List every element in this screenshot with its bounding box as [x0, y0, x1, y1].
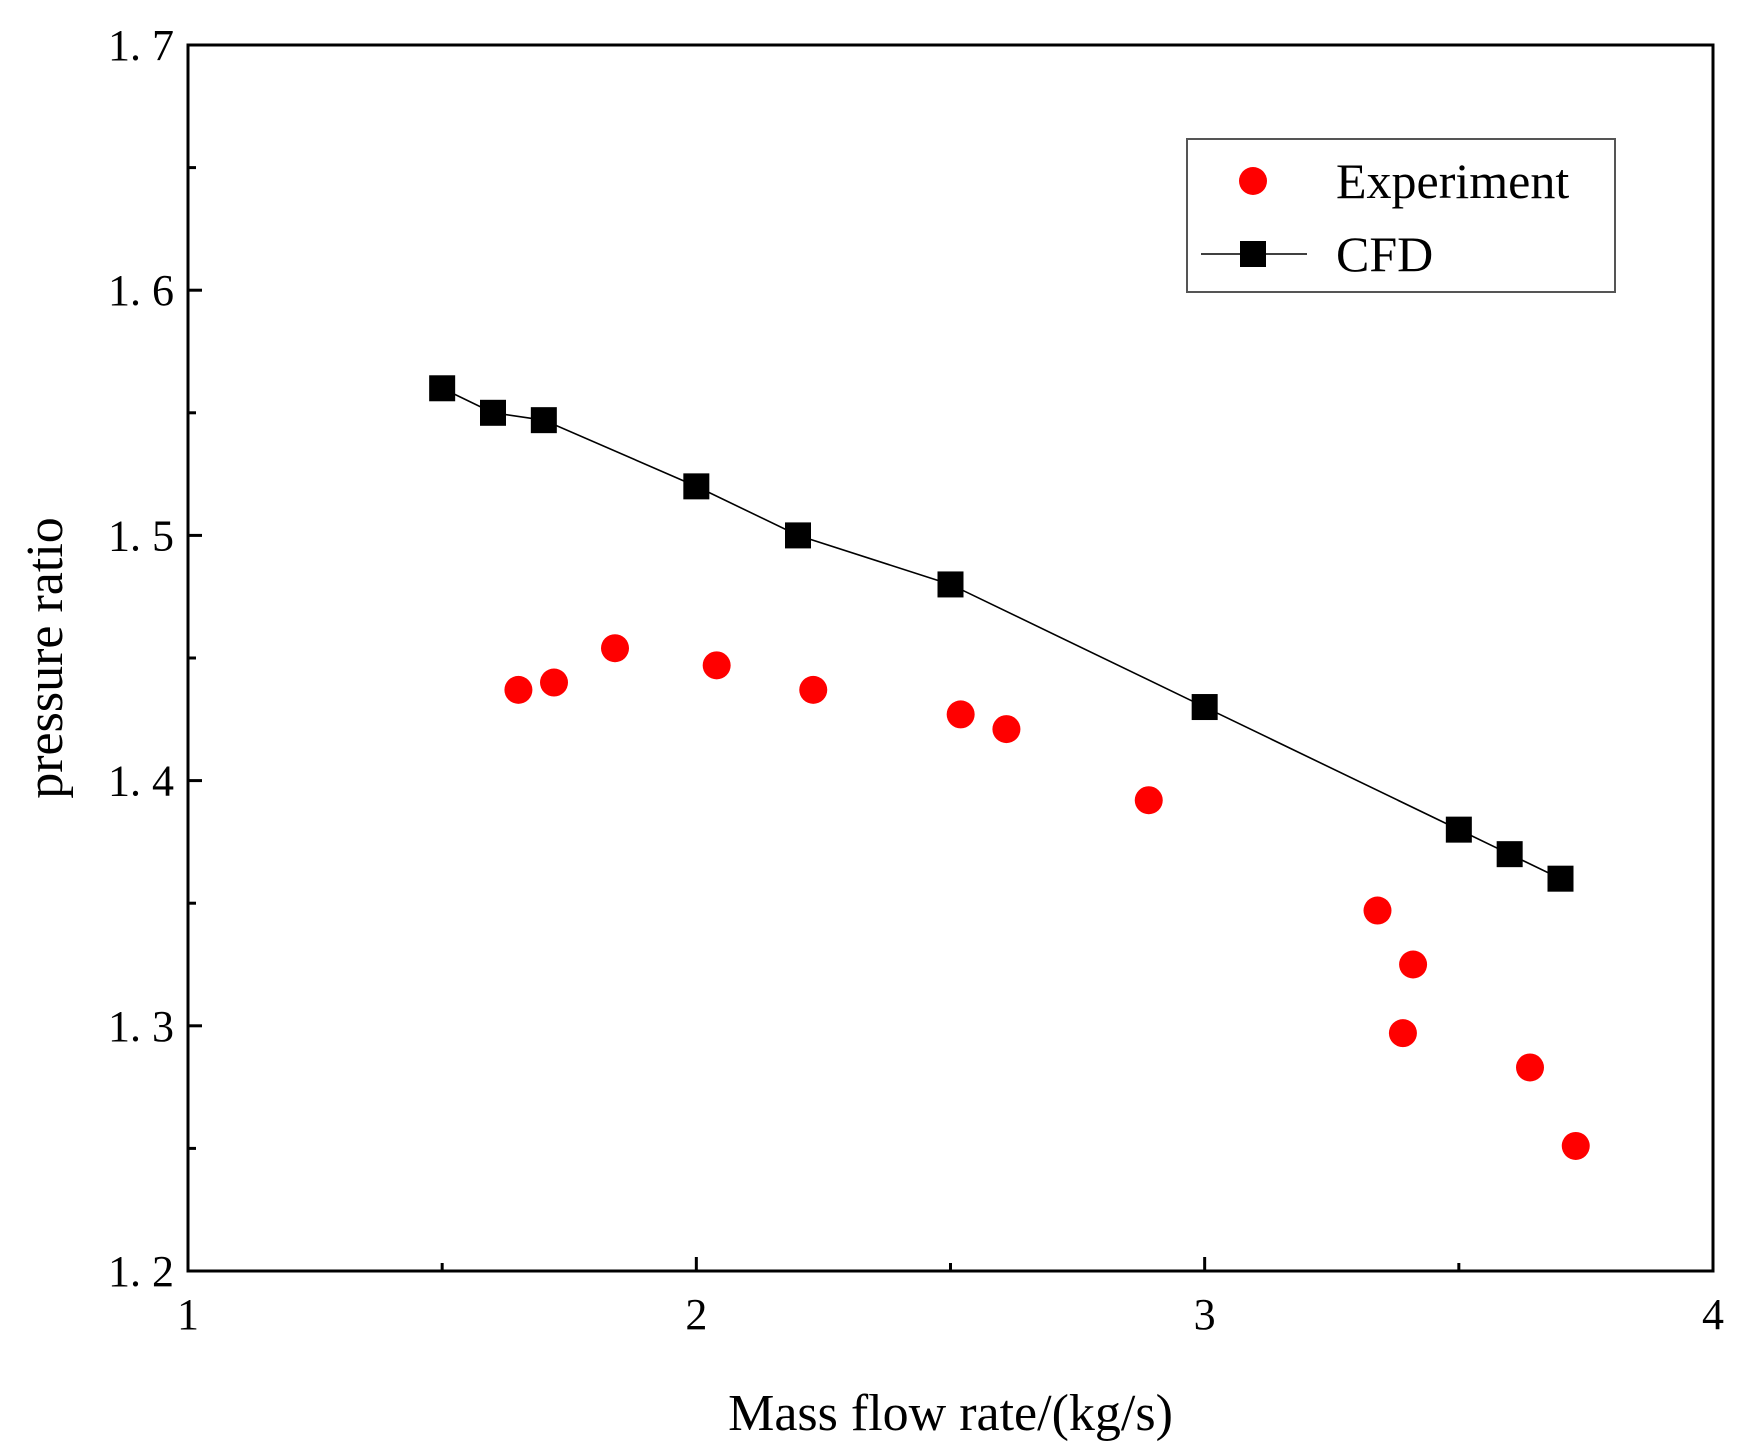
cfd-point: [429, 375, 456, 402]
y-axis-title: pressure ratio: [17, 517, 74, 799]
series-layer: [429, 375, 1590, 1160]
y-tick-label: 1. 4: [108, 757, 174, 806]
legend-marker-swatch: [1239, 167, 1267, 195]
series-experiment: [504, 634, 1590, 1160]
legend-label: Experiment: [1336, 153, 1569, 209]
y-tick-label: 1. 2: [108, 1247, 174, 1296]
cfd-point: [785, 522, 811, 549]
experiment-point: [1399, 950, 1428, 979]
experiment-point: [799, 675, 828, 704]
cfd-point: [683, 473, 710, 500]
x-tick-label: 1: [177, 1290, 199, 1339]
y-tick-label: 1. 5: [108, 511, 174, 560]
legend-layer: Experiment CFD: [1186, 138, 1616, 293]
legend-entry-experiment: Experiment: [1239, 153, 1569, 209]
axes-layer: 1 2 3 4 1. 2 1. 3 1. 4 1. 5 1. 6 1. 7 Mass flow ra…: [17, 21, 1724, 1442]
y-tick-label: 1. 7: [108, 21, 174, 70]
experiment-point: [601, 634, 629, 663]
x-axis-title: Mass flow rate/(kg/s): [728, 1385, 1173, 1442]
experiment-point: [992, 715, 1021, 744]
y-tick-label: 1. 6: [108, 266, 174, 315]
experiment-point: [540, 668, 568, 697]
x-tick-label: 3: [1194, 1290, 1216, 1339]
cfd-point: [937, 571, 964, 598]
experiment-point: [1516, 1053, 1544, 1082]
legend-entry-cfd: CFD: [1201, 226, 1433, 282]
y-tick-label: 1. 3: [108, 1002, 174, 1051]
x-tick-label: 2: [685, 1290, 707, 1339]
experiment-point: [702, 651, 731, 680]
cfd-point: [1547, 865, 1574, 892]
x-tick-label: 4: [1702, 1290, 1724, 1339]
cfd-point: [530, 407, 557, 434]
cfd-point: [1496, 841, 1523, 868]
cfd-point: [480, 399, 506, 426]
experiment-point: [1134, 786, 1163, 815]
legend-label: CFD: [1336, 226, 1433, 282]
cfd-point: [1445, 816, 1472, 843]
experiment-point: [1363, 896, 1392, 925]
series-cfd: [429, 375, 1574, 892]
experiment-point: [1561, 1131, 1590, 1160]
cfd-point: [1191, 694, 1218, 721]
experiment-point: [946, 700, 975, 729]
legend-marker-swatch: [1240, 241, 1266, 267]
experiment-point: [504, 675, 533, 704]
experiment-point: [1388, 1019, 1417, 1048]
cfd-line: [441, 387, 1561, 880]
